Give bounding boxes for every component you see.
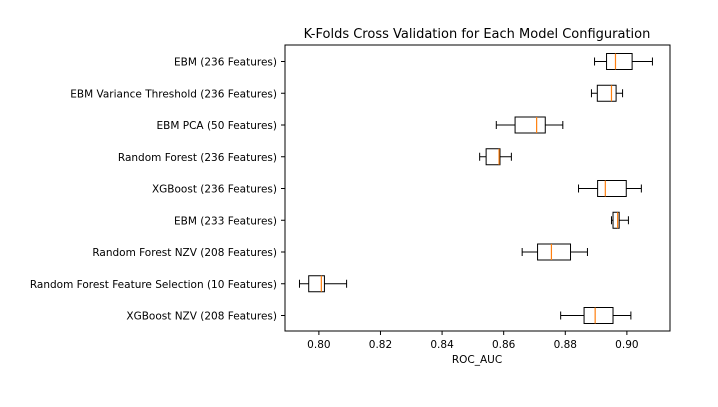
x-tick-label: 0.82 [369,339,392,351]
y-tick-label: XGBoost NZV (208 Features) [126,311,277,323]
y-tick-label: Random Forest NZV (208 Features) [92,247,277,259]
x-tick-label: 0.88 [554,339,577,351]
y-tick-label: XGBoost (236 Features) [152,184,277,196]
y-tick-label: EBM (236 Features) [174,57,277,69]
y-tick-label: Random Forest Feature Selection (10 Feat… [30,279,277,291]
chart-title: K-Folds Cross Validation for Each Model … [304,27,651,42]
box [514,116,546,134]
y-tick-label: EBM PCA (50 Features) [157,120,277,132]
x-axis-label: ROC_AUC [452,354,502,366]
y-tick-label: EBM (233 Features) [174,215,277,227]
y-tick-label: EBM Variance Threshold (236 Features) [70,88,277,100]
box [308,275,325,293]
plot-area [284,44,671,332]
y-tick-label: Random Forest (236 Features) [118,152,277,164]
box [583,307,614,324]
x-tick-label: 0.84 [430,339,454,351]
x-tick-label: 0.90 [615,339,638,351]
box [597,180,627,197]
box [596,84,617,102]
x-tick-label: 0.86 [492,339,516,351]
box [612,211,620,229]
box [606,53,633,70]
x-tick-label: 0.80 [307,339,330,351]
box [537,243,572,261]
box [485,148,501,166]
